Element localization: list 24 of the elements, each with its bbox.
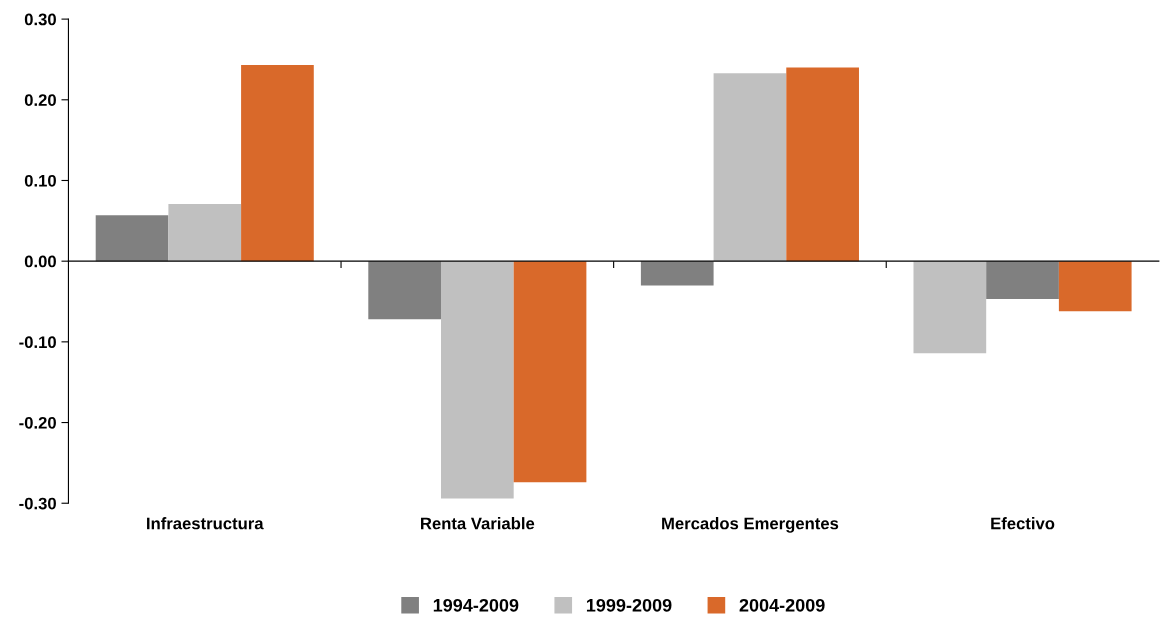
bar	[713, 73, 787, 262]
y-tick-label: -0.10	[19, 336, 56, 349]
x-tick-label: Mercados Emergentes	[662, 517, 839, 533]
y-tick-label: 0.20	[24, 94, 56, 106]
legend-label: 2004-2009	[739, 598, 825, 612]
legend-label: 1994-2009	[433, 598, 519, 612]
bar	[786, 67, 859, 262]
bar	[440, 261, 514, 499]
y-tick-label: -0.20	[19, 416, 56, 429]
bar	[95, 215, 169, 262]
bar	[241, 65, 314, 262]
x-tick-label: Efectivo	[991, 517, 1055, 530]
legend-label: 1999-2009	[586, 598, 672, 612]
bar	[168, 203, 242, 262]
y-tick-label: 0.00	[24, 255, 56, 268]
y-tick-label: 0.10	[24, 174, 56, 187]
bar	[640, 261, 714, 286]
bar	[513, 261, 587, 483]
bar	[1058, 261, 1132, 312]
y-tick-label: 0.30	[24, 13, 56, 26]
x-tick-label: Renta Variable	[421, 517, 535, 530]
bar	[368, 261, 441, 320]
y-tick-label: -0.30	[19, 497, 56, 510]
x-tick-label: Infraestructura	[147, 517, 264, 530]
